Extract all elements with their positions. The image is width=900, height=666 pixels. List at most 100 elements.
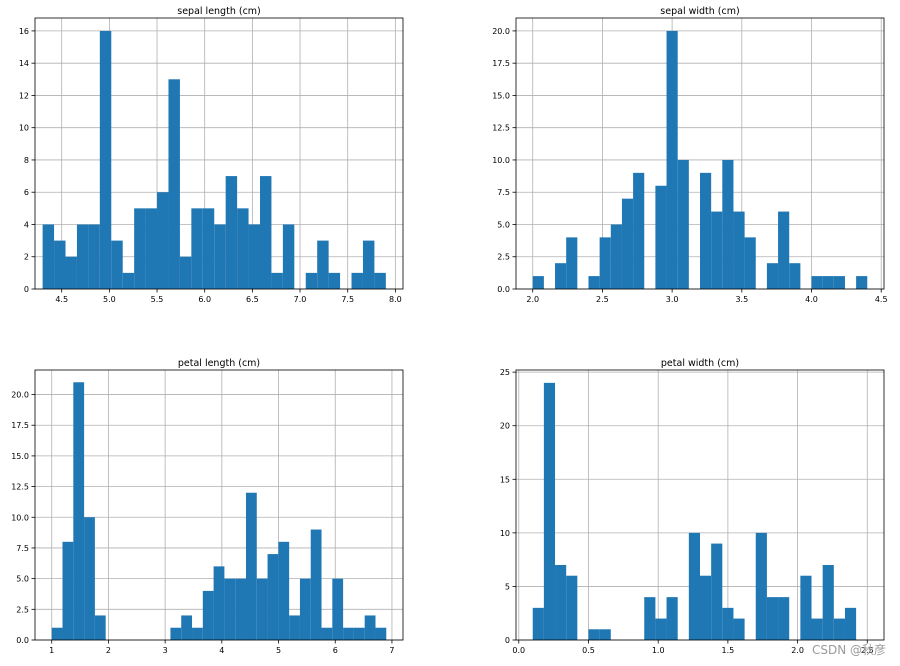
- histogram-bar: [343, 627, 354, 640]
- chart-title: petal length (cm): [178, 358, 260, 369]
- chart-title: petal width (cm): [661, 358, 739, 369]
- histogram-bar: [278, 541, 290, 640]
- histogram-bar: [192, 627, 203, 640]
- axes-frame: [34, 369, 404, 641]
- x-tick-label: 6.5: [246, 295, 259, 304]
- histogram-bar: [833, 618, 845, 640]
- histogram-bar: [800, 575, 812, 640]
- y-tick-label: 12: [19, 91, 29, 100]
- histogram-bar: [655, 185, 667, 289]
- histogram-bar: [332, 578, 344, 640]
- histogram-bar: [51, 627, 63, 640]
- histogram-bar: [375, 627, 387, 640]
- x-tick-label: 8.0: [389, 295, 402, 304]
- histogram-bar: [666, 30, 678, 290]
- histogram-bar: [245, 492, 257, 640]
- y-tick-label: 2: [24, 253, 29, 262]
- histogram-bar: [766, 597, 779, 640]
- histogram-bar: [532, 276, 544, 289]
- x-tick-label: 7.0: [294, 295, 307, 304]
- histogram-bar: [202, 590, 214, 640]
- histogram-bar: [289, 615, 300, 640]
- y-tick-label: 12.5: [11, 483, 29, 492]
- y-tick-label: 5.0: [16, 575, 29, 584]
- y-tick-label: 20: [500, 422, 510, 431]
- histogram-bar: [833, 276, 845, 289]
- histogram-bar: [588, 629, 600, 640]
- y-tick-label: 17.5: [492, 59, 510, 68]
- y-tick-label: 14: [19, 59, 29, 68]
- histogram-panel-1: 4.5 5.0 5.5 6.0 6.5 7.0 7.5 8.0 0 2 4 6 8 10 12 14 16 sep…: [19, 6, 404, 304]
- y-tick-label: 4: [24, 220, 29, 229]
- x-tick-label: 4.0: [805, 295, 818, 304]
- y-tick-label: 16: [19, 27, 29, 36]
- histogram-bar: [599, 629, 611, 640]
- histogram-bar: [778, 211, 790, 289]
- histogram-bar: [844, 607, 857, 640]
- x-tick-label: 1: [49, 646, 54, 655]
- histogram-bar: [248, 224, 260, 289]
- y-tick-label: 0: [505, 636, 510, 645]
- histogram-bar: [267, 554, 279, 640]
- histogram-bar: [170, 627, 182, 640]
- histogram-bar: [214, 224, 226, 289]
- x-tick-label: 0.5: [582, 646, 595, 655]
- histogram-bar: [688, 532, 700, 640]
- histogram-bar: [259, 176, 272, 289]
- y-tick-label: 10: [19, 124, 29, 133]
- histogram-bar: [588, 276, 600, 289]
- histogram-bar: [62, 541, 74, 640]
- histogram-bar: [755, 532, 767, 640]
- histogram-bar: [362, 240, 375, 289]
- histogram-bar: [157, 192, 169, 289]
- histogram-bar: [789, 263, 801, 289]
- histogram-bar: [566, 237, 578, 289]
- x-tick-label: 5: [276, 646, 281, 655]
- histogram-bar: [321, 627, 333, 640]
- histogram-bar: [811, 618, 823, 640]
- y-tick-label: 15.0: [11, 452, 29, 461]
- histogram-bar: [181, 615, 193, 640]
- histogram-panel-4: 0.0 0.5 1.0 1.5 2.0 2.5 0 5 10 15 20 25 petal width …: [500, 358, 885, 655]
- x-tick-label: 2.5: [861, 646, 874, 655]
- x-tick-label: 4.5: [55, 295, 68, 304]
- histogram-bar: [213, 566, 225, 640]
- histogram-bar: [271, 272, 283, 289]
- histogram-bar: [88, 224, 100, 289]
- y-tick-label: 0.0: [16, 636, 29, 645]
- histogram-bar: [566, 575, 578, 640]
- histogram-bar: [822, 276, 834, 289]
- x-tick-label: 3.5: [735, 295, 748, 304]
- histogram-bar: [744, 237, 756, 289]
- x-tick-label: 7: [389, 646, 394, 655]
- histogram-bar: [599, 237, 611, 289]
- histogram-bar: [317, 240, 329, 289]
- x-tick-label: 7.5: [341, 295, 354, 304]
- histogram-bar: [822, 565, 834, 640]
- y-tick-label: 6: [24, 188, 29, 197]
- histogram-bar: [328, 272, 341, 289]
- histogram-bar: [54, 240, 66, 289]
- y-tick-label: 2.5: [497, 253, 510, 262]
- histogram-bar: [256, 578, 268, 640]
- histogram-bar: [722, 159, 734, 289]
- histogram-bar: [237, 208, 249, 289]
- histogram-bar: [532, 607, 544, 640]
- histogram-bar: [644, 597, 656, 640]
- histogram-bar: [856, 276, 868, 289]
- histogram-bar: [99, 30, 112, 290]
- histogram-bar: [224, 578, 236, 640]
- histogram-bar: [711, 211, 723, 289]
- x-tick-label: 6: [333, 646, 338, 655]
- histogram-bar: [700, 172, 712, 289]
- histogram-bar: [134, 208, 146, 289]
- histogram-bar: [711, 543, 723, 640]
- y-tick-label: 20.0: [492, 27, 510, 36]
- histogram-bar: [364, 615, 376, 640]
- histogram-bar: [73, 382, 85, 640]
- x-tick-label: 5.0: [103, 295, 116, 304]
- chart-title: sepal width (cm): [660, 6, 739, 17]
- histogram-bar: [42, 224, 55, 289]
- y-tick-label: 0: [24, 285, 29, 294]
